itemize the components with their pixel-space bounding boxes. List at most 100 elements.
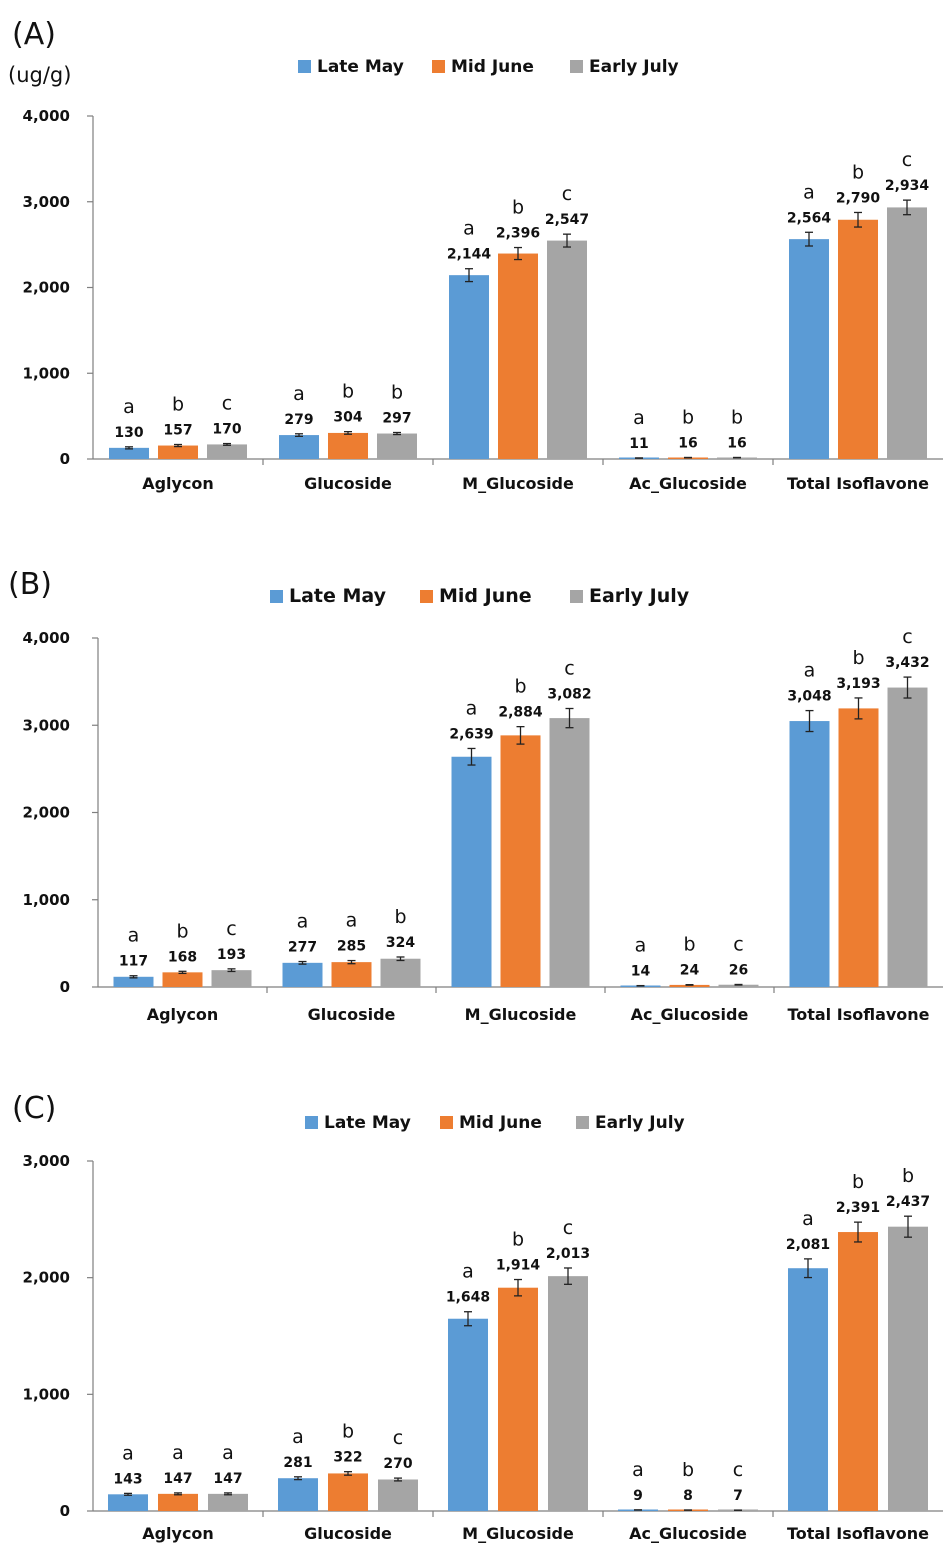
- data-label: 2,437: [886, 1194, 930, 1210]
- significance-letter: a: [297, 911, 309, 933]
- bar: [789, 721, 830, 987]
- legend-swatch: [570, 60, 583, 73]
- bar: [500, 735, 541, 987]
- significance-letter: b: [394, 906, 406, 928]
- x-tick-label: Ac_Glucoside: [631, 1005, 749, 1024]
- bar: [109, 447, 149, 459]
- y-tick-label: 3,000: [23, 193, 70, 211]
- x-tick-label: M_Glucoside: [462, 1524, 574, 1543]
- legend-entry: Mid June: [439, 585, 532, 607]
- bar: [158, 445, 198, 459]
- data-label: 9: [633, 1488, 643, 1504]
- significance-letter: b: [514, 676, 526, 698]
- x-tick-label: Aglycon: [147, 1005, 219, 1024]
- data-label: 1,648: [446, 1290, 490, 1306]
- bar: [838, 219, 878, 459]
- legend-swatch: [432, 60, 445, 73]
- data-label: 2,639: [449, 726, 493, 742]
- y-tick-label: 2,000: [23, 804, 70, 822]
- data-label: 304: [333, 410, 362, 426]
- chart-panel-3: (C) Late May Mid June Early July 0 1,000 2,000…: [12, 1091, 943, 1543]
- significance-letter: a: [463, 218, 475, 240]
- significance-letter: a: [802, 1208, 814, 1230]
- x-tick-label: Aglycon: [142, 474, 214, 493]
- bar: [498, 1287, 538, 1511]
- significance-letter: a: [462, 1261, 474, 1283]
- x-tick-label: Total Isoflavone: [787, 474, 929, 493]
- y-tick-label: 0: [60, 978, 70, 996]
- bar: [328, 432, 368, 459]
- significance-letter: c: [733, 933, 743, 955]
- data-label: 3,432: [885, 655, 929, 671]
- significance-letter: c: [562, 183, 572, 205]
- significance-letter: c: [226, 918, 236, 940]
- bar: [449, 275, 489, 459]
- significance-letter: a: [466, 697, 478, 719]
- data-label: 8: [683, 1488, 693, 1504]
- significance-letter: c: [393, 1427, 403, 1449]
- x-tick-label: Total Isoflavone: [787, 1524, 929, 1543]
- significance-letter: a: [128, 925, 140, 947]
- significance-letter: c: [902, 626, 912, 648]
- bar: [838, 1232, 878, 1511]
- significance-letter: a: [123, 396, 135, 418]
- significance-letter: c: [563, 1217, 573, 1239]
- data-label: 2,396: [496, 226, 540, 242]
- data-label: 168: [168, 949, 197, 965]
- bar: [378, 1479, 418, 1511]
- legend-entry: Early July: [589, 57, 679, 77]
- legend-entry: Late May: [289, 585, 387, 607]
- y-tick-label: 1,000: [23, 364, 70, 382]
- significance-letter: b: [342, 1421, 354, 1443]
- data-label: 143: [113, 1471, 142, 1487]
- data-label: 147: [213, 1471, 242, 1487]
- data-label: 11: [629, 436, 648, 452]
- significance-letter: b: [731, 406, 743, 428]
- bar: [211, 970, 252, 987]
- legend-swatch: [298, 60, 311, 73]
- x-tick-label: Total Isoflavone: [787, 1005, 929, 1024]
- bar: [498, 253, 538, 459]
- bar: [887, 687, 928, 987]
- y-tick-label: 2,000: [23, 1269, 70, 1287]
- data-label: 3,082: [547, 686, 591, 702]
- significance-letter: a: [292, 1426, 304, 1448]
- data-label: 147: [163, 1471, 192, 1487]
- significance-letter: a: [172, 1442, 184, 1464]
- bar: [282, 962, 323, 987]
- legend-entry: Late May: [324, 1113, 411, 1133]
- significance-letter: b: [683, 934, 695, 956]
- data-label: 279: [284, 412, 313, 428]
- x-tick-label: Ac_Glucoside: [629, 1524, 747, 1543]
- x-tick-label: Glucoside: [304, 474, 392, 493]
- data-label: 157: [163, 423, 192, 439]
- significance-letter: b: [342, 381, 354, 403]
- chart-panel-2: (B) Late May Mid June Early July 0 1,000 2,000…: [8, 567, 943, 1024]
- legend-swatch: [270, 590, 283, 603]
- significance-letter: a: [122, 1442, 134, 1464]
- significance-letter: a: [803, 181, 815, 203]
- significance-letter: a: [222, 1442, 234, 1464]
- data-label: 297: [382, 411, 411, 427]
- data-label: 3,048: [787, 689, 831, 705]
- bar: [113, 976, 154, 987]
- data-label: 281: [283, 1455, 312, 1471]
- x-tick-label: Glucoside: [308, 1005, 396, 1024]
- data-label: 117: [119, 954, 148, 970]
- bar: [887, 207, 927, 459]
- data-label: 24: [680, 963, 700, 979]
- y-tick-label: 4,000: [23, 107, 70, 125]
- significance-letter: c: [733, 1459, 743, 1481]
- bar: [838, 708, 879, 987]
- y-tick-label: 0: [60, 1502, 70, 1520]
- y-tick-label: 2,000: [23, 279, 70, 297]
- y-tick-label: 4,000: [23, 629, 70, 647]
- significance-letter: b: [852, 1171, 864, 1193]
- significance-letter: b: [682, 406, 694, 428]
- data-label: 2,144: [447, 247, 492, 263]
- bar: [279, 435, 319, 459]
- data-label: 285: [337, 939, 366, 955]
- bar: [380, 958, 421, 987]
- bar: [331, 962, 372, 987]
- panel-label: (C): [12, 1091, 56, 1126]
